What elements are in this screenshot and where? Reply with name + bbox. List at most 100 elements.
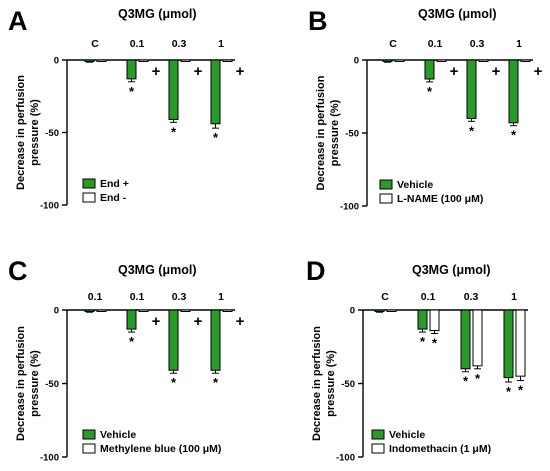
y-axis-label-line2: pressure (%) (325, 350, 337, 417)
y-tick-label: 0 (350, 306, 355, 317)
bar-series1 (374, 309, 385, 312)
bar-series1 (508, 59, 519, 124)
bar-series1 (460, 309, 471, 370)
y-tick-label: -100 (40, 201, 59, 212)
panel-letter: A (8, 6, 28, 36)
y-tick-label: 0 (354, 56, 359, 67)
y-tick-label: 0 (54, 306, 59, 317)
significance-star: * (129, 84, 135, 99)
legend-label: End + (100, 178, 129, 190)
significance-star: * (427, 84, 433, 99)
y-axis-label: Decrease in perfusion (15, 75, 27, 190)
legend-label: Indomethacin (1 μM) (389, 443, 491, 455)
significance-star: * (129, 334, 135, 349)
plus-annotation: + (492, 63, 501, 80)
bar-series2 (96, 309, 107, 312)
x-tick-label: C (389, 38, 397, 50)
significance-star: * (518, 383, 524, 398)
legend-label: L-NAME (100 μM) (397, 193, 483, 205)
legend-swatch (82, 429, 96, 440)
bar-series2 (222, 309, 233, 312)
y-tick-label: -100 (40, 453, 59, 464)
x-tick-label: 1 (511, 291, 517, 303)
bar-series2 (386, 309, 397, 312)
significance-star: * (171, 124, 177, 139)
bar-series1 (210, 309, 221, 371)
bar-series2 (180, 309, 191, 312)
legend-swatch (371, 443, 385, 454)
bar-series1 (126, 309, 137, 330)
legend-swatch (371, 429, 385, 440)
bar-series2 (429, 309, 440, 332)
bar-series1 (503, 309, 514, 379)
bar-series1 (168, 309, 179, 371)
plus-annotation: + (236, 313, 245, 330)
plus-annotation: + (152, 313, 161, 330)
bar-series2 (138, 59, 149, 62)
legend-swatch (82, 443, 96, 454)
bar-series2 (472, 309, 483, 367)
legend-label: Vehicle (389, 429, 425, 441)
chart-title: Q3MG (μmol) (412, 263, 490, 277)
x-tick-label: 0.1 (428, 38, 443, 50)
x-tick-label: 1 (218, 291, 224, 303)
chart-title: Q3MG (μmol) (118, 263, 196, 277)
x-tick-label: 0.1 (421, 291, 436, 303)
x-tick-label: 0.3 (470, 38, 485, 50)
x-tick-label: 1 (516, 38, 522, 50)
y-tick-label: -50 (45, 128, 59, 139)
significance-star: * (469, 123, 475, 138)
bar-series2 (394, 59, 405, 62)
y-tick-label: -50 (345, 129, 359, 140)
x-tick-label: 0.1 (88, 291, 103, 303)
chart-title: Q3MG (μmol) (418, 7, 496, 21)
y-tick-label: -100 (336, 453, 355, 464)
x-tick-label: 0.3 (464, 291, 479, 303)
bar-series1 (424, 59, 435, 80)
x-tick-label: 0.3 (172, 291, 187, 303)
bar-series1 (84, 309, 95, 312)
legend-label: End - (100, 192, 127, 204)
y-tick-label: -50 (45, 379, 59, 390)
chart-title: Q3MG (μmol) (118, 7, 196, 21)
bar-series1 (126, 59, 137, 80)
plus-annotation: + (450, 63, 459, 80)
x-tick-label: C (381, 291, 389, 303)
bar-series1 (210, 59, 221, 125)
bar-series2 (520, 59, 531, 62)
x-tick-label: 0.3 (172, 38, 187, 50)
legend-label: Vehicle (397, 179, 433, 191)
panel-letter: C (8, 256, 28, 286)
x-tick-label: 0.1 (130, 291, 145, 303)
significance-star: * (506, 384, 512, 399)
plus-annotation: + (152, 63, 161, 80)
legend-swatch (82, 178, 96, 189)
bar-series2 (436, 59, 447, 62)
y-axis-label-line2: pressure (%) (29, 99, 41, 166)
bar-series2 (515, 309, 526, 377)
panel-c: C Q3MG (μmol) Decrease in perfusion pressur… (8, 256, 245, 464)
legend-swatch (379, 179, 393, 190)
y-axis-label: Decrease in perfusion (311, 326, 323, 441)
bar-series2 (180, 59, 191, 62)
y-axis-label: Decrease in perfusion (15, 326, 27, 441)
legend-label: Vehicle (100, 429, 136, 441)
panel-a: A Q3MG (μmol) Decrease in perfusion pressur… (8, 6, 245, 212)
y-axis-label-line2: pressure (%) (29, 350, 41, 417)
plus-annotation: + (194, 313, 203, 330)
bar-series2 (222, 59, 233, 62)
significance-star: * (420, 334, 426, 349)
y-tick-label: -50 (341, 379, 355, 390)
significance-star: * (171, 375, 177, 390)
significance-star: * (432, 336, 438, 351)
plus-annotation: + (534, 63, 543, 80)
legend-label: Methylene blue (100 μM) (100, 443, 221, 455)
x-tick-label: C (91, 38, 99, 50)
bar-series1 (168, 59, 179, 120)
y-axis-label-line2: pressure (%) (329, 99, 341, 166)
y-tick-label: -100 (340, 202, 359, 213)
bar-series2 (478, 59, 489, 62)
plus-annotation: + (236, 63, 245, 80)
panel-b: B Q3MG (μmol) Decrease in perfusion pressur… (308, 6, 543, 213)
legend-swatch (379, 193, 393, 204)
